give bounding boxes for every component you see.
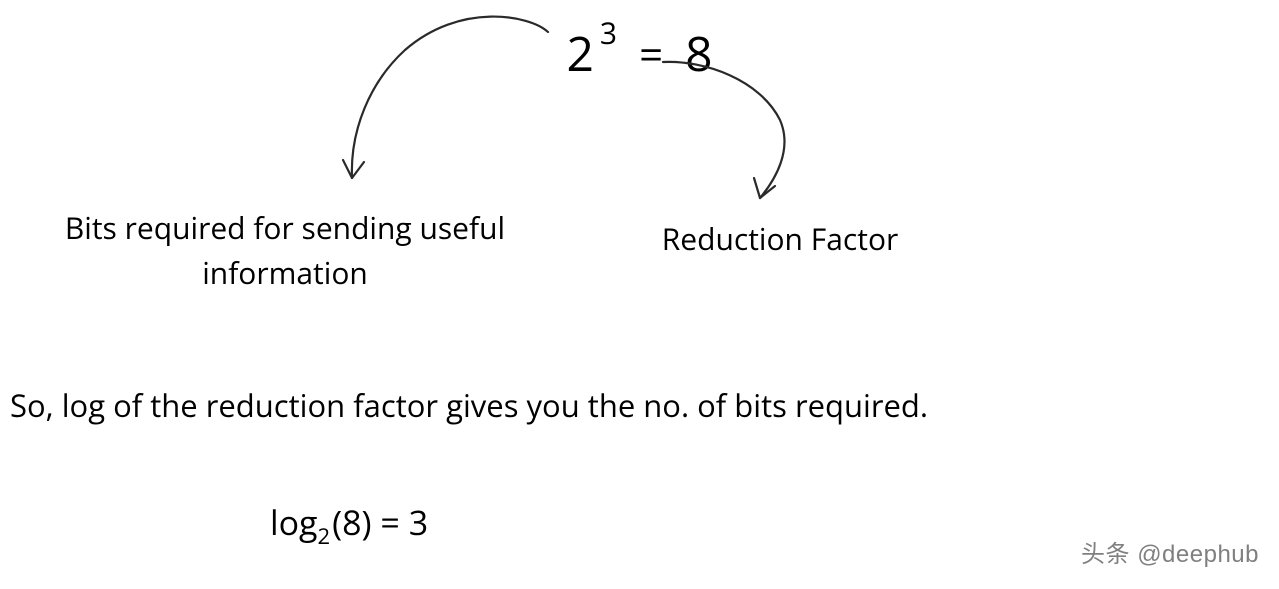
conclusion-text: So, log of the reduction factor gives yo… — [10, 385, 1270, 427]
equation-exponent: 3 — [600, 18, 617, 48]
log-base: 2 — [318, 525, 331, 547]
power-equation: 2 3 = 8 — [566, 20, 712, 68]
equation-base: 2 — [566, 30, 593, 78]
watermark-text: 头条 @deephub — [1081, 534, 1259, 569]
log-rest: (8) = 3 — [332, 505, 428, 539]
equation-result: 8 — [685, 30, 712, 78]
log-label: log — [270, 505, 318, 539]
equation-equals: = — [639, 34, 663, 76]
arrow-left-icon — [320, 10, 560, 190]
log-equation: log 2 (8) = 3 — [270, 505, 428, 539]
label-bits-required: Bits required for sending useful informa… — [20, 205, 550, 295]
label-reduction-factor: Reduction Factor — [580, 218, 980, 259]
